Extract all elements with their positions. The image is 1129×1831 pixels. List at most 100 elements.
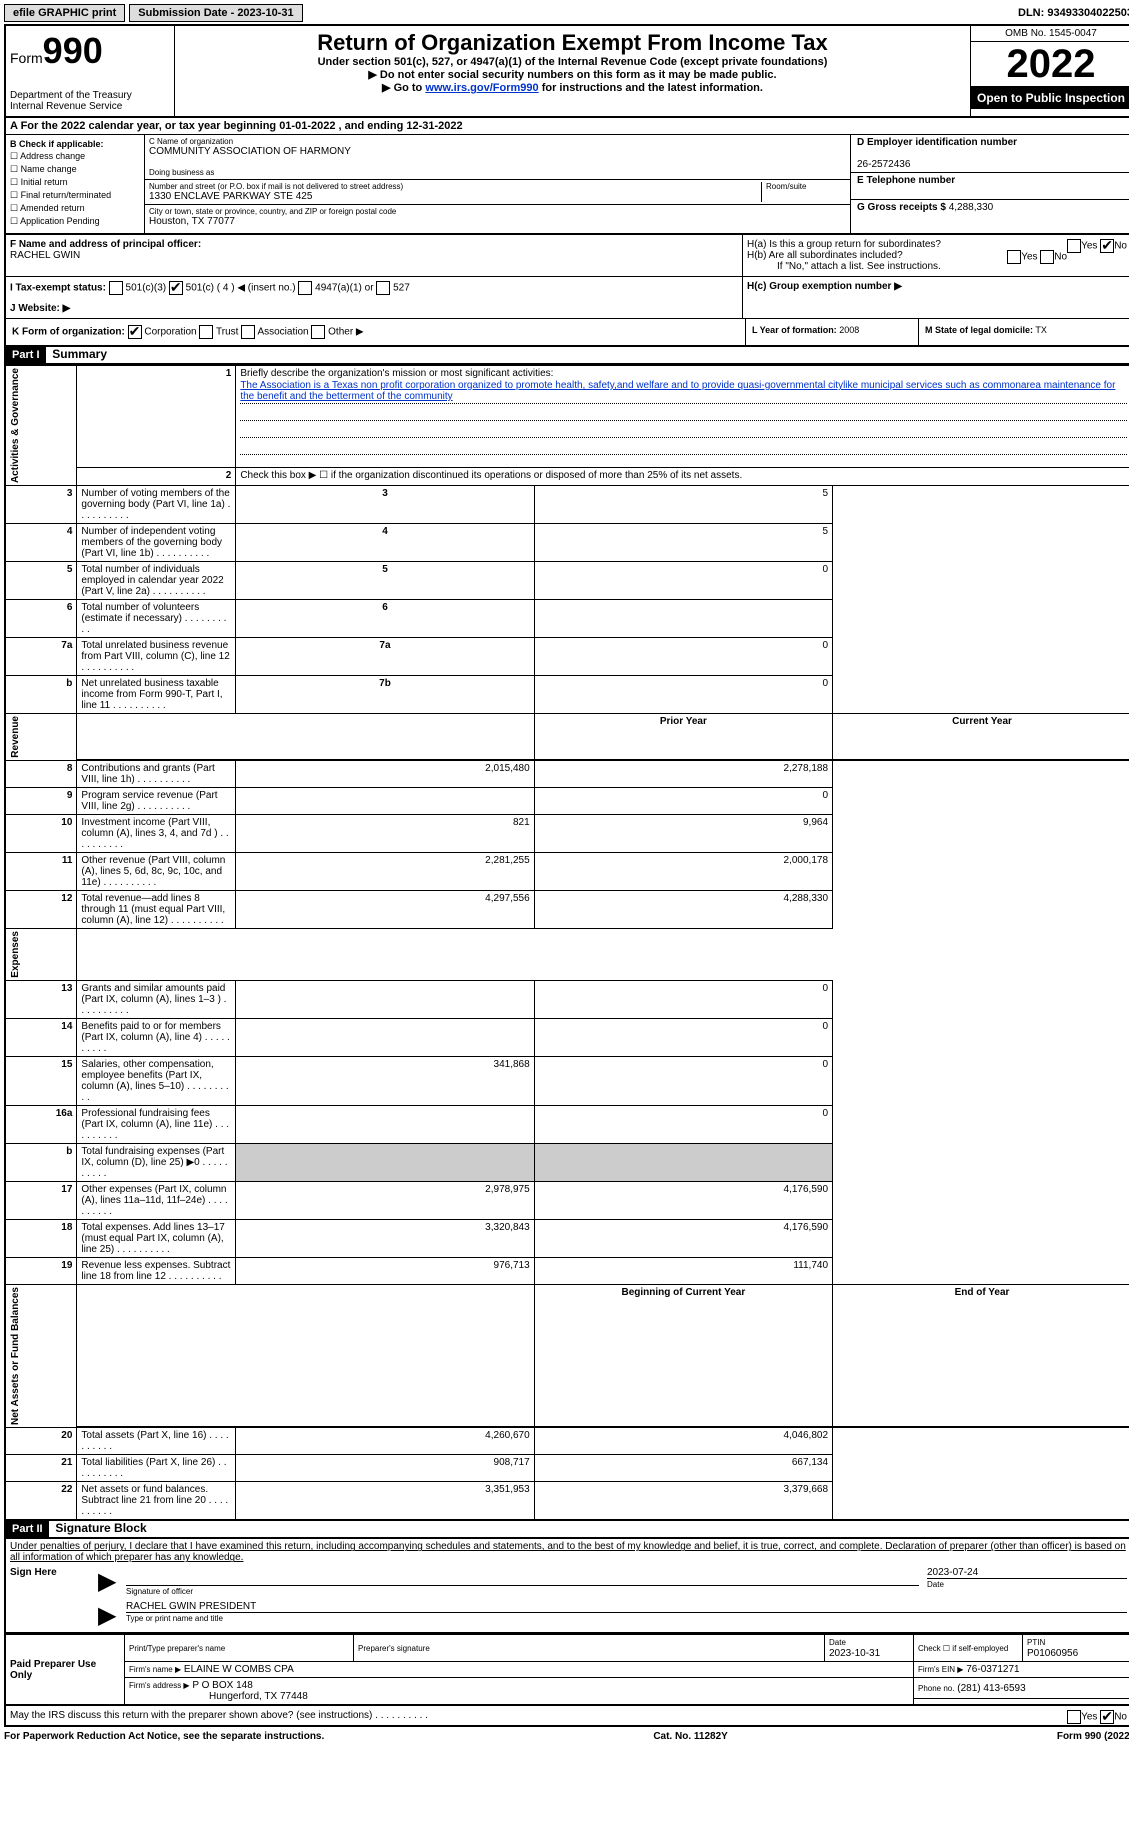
submission-btn[interactable]: Submission Date - 2023-10-31 — [129, 4, 302, 22]
arrow-icon: ▶ — [98, 1568, 116, 1595]
row-num: 16a — [5, 1105, 77, 1143]
j-lbl: J Website: ▶ — [10, 303, 70, 314]
b-check-item[interactable]: ☐ Final return/terminated — [10, 190, 140, 201]
prior: 4,260,670 — [236, 1427, 534, 1455]
row-text: Total expenses. Add lines 13–17 (must eq… — [77, 1219, 236, 1257]
hb-no[interactable] — [1040, 250, 1054, 264]
l1: Briefly describe the organization's miss… — [240, 368, 553, 379]
row-text: Number of voting members of the governin… — [77, 486, 236, 524]
row-text: Other expenses (Part IX, column (A), lin… — [77, 1181, 236, 1219]
i-4947[interactable] — [298, 281, 312, 295]
b-check-item[interactable]: ☐ Amended return — [10, 203, 140, 214]
col-beg: Beginning of Current Year — [534, 1284, 832, 1427]
summary-table: Activities & Governance 1 Briefly descri… — [4, 365, 1129, 1521]
k-assoc[interactable] — [241, 325, 255, 339]
row-num: 4 — [5, 524, 77, 562]
arrow-icon-2: ▶ — [98, 1602, 116, 1629]
url-link[interactable]: www.irs.gov/Form990 — [425, 82, 538, 94]
row-box: 3 — [236, 486, 534, 524]
row-text: Benefits paid to or for members (Part IX… — [77, 1018, 236, 1056]
subtitle: Under section 501(c), 527, or 4947(a)(1)… — [181, 56, 964, 68]
b-check-item[interactable]: ☐ Initial return — [10, 177, 140, 188]
dln: DLN: 93493304022503 — [1018, 7, 1129, 19]
gross: 4,288,330 — [949, 202, 994, 213]
row-val: 5 — [534, 524, 832, 562]
i-501c3[interactable] — [109, 281, 123, 295]
form-id: Form990 Department of the TreasuryIntern… — [6, 26, 175, 116]
efile-btn[interactable]: efile GRAPHIC print — [4, 4, 125, 22]
curr: 4,288,330 — [534, 891, 832, 929]
row-text: Other revenue (Part VIII, column (A), li… — [77, 853, 236, 891]
curr: 667,134 — [534, 1455, 832, 1482]
hc: H(c) Group exemption number ▶ — [747, 281, 902, 292]
curr: 0 — [534, 788, 832, 815]
paid-prep: Paid Preparer Use Only — [5, 1635, 125, 1706]
col-d: D Employer identification number26-25724… — [851, 135, 1129, 233]
discuss-no[interactable] — [1100, 1710, 1114, 1724]
c-name-lbl: C Name of organization — [149, 137, 846, 146]
sigoff-lbl: Signature of officer — [126, 1587, 193, 1596]
curr: 2,278,188 — [534, 760, 832, 788]
year-block: OMB No. 1545-0047 2022 Open to Public In… — [971, 26, 1129, 116]
box-i: I Tax-exempt status: 501(c)(3) 501(c) ( … — [6, 277, 743, 318]
box-k: K Form of organization: Corporation Trus… — [6, 319, 746, 345]
part1-title: Summary — [48, 345, 111, 363]
row-text: Total fundraising expenses (Part IX, col… — [77, 1143, 236, 1181]
row-box: 6 — [236, 600, 534, 638]
preparer-block: Paid Preparer Use Only Print/Type prepar… — [4, 1634, 1129, 1706]
title-block: Return of Organization Exempt From Incom… — [175, 26, 971, 116]
addr-lbl: Number and street (or P.O. box if mail i… — [149, 182, 761, 191]
officer: RACHEL GWIN — [10, 250, 80, 261]
mission: The Association is a Texas non profit co… — [240, 379, 1127, 404]
k-corp[interactable] — [128, 325, 142, 339]
row-text: Investment income (Part VIII, column (A)… — [77, 815, 236, 853]
row-num: 11 — [5, 853, 77, 891]
row-num: 22 — [5, 1482, 77, 1521]
row-num: 12 — [5, 891, 77, 929]
ij-row: I Tax-exempt status: 501(c)(3) 501(c) ( … — [4, 277, 1129, 319]
k-other[interactable] — [311, 325, 325, 339]
prior: 4,297,556 — [236, 891, 534, 929]
inspection: Open to Public Inspection — [971, 87, 1129, 109]
i-501c[interactable] — [169, 281, 183, 295]
top-box: Form990 Department of the TreasuryIntern… — [4, 24, 1129, 118]
row-text: Total unrelated business revenue from Pa… — [77, 638, 236, 676]
k-trust[interactable] — [199, 325, 213, 339]
row-num: 20 — [5, 1427, 77, 1455]
ha-no[interactable] — [1100, 239, 1114, 253]
col-curr: Current Year — [833, 714, 1129, 761]
row-a: A For the 2022 calendar year, or tax yea… — [4, 118, 1129, 135]
footer-right: Form 990 (2022) — [1057, 1731, 1129, 1742]
b-check-item[interactable]: ☐ Address change — [10, 151, 140, 162]
ha: H(a) Is this a group return for subordin… — [747, 239, 941, 250]
row-num: 13 — [5, 980, 77, 1018]
ha-yes[interactable] — [1067, 239, 1081, 253]
sig-name: RACHEL GWIN PRESIDENT — [126, 1601, 1127, 1613]
title: Return of Organization Exempt From Incom… — [181, 30, 964, 56]
b-check-item[interactable]: ☐ Name change — [10, 164, 140, 175]
row-text: Net assets or fund balances. Subtract li… — [77, 1482, 236, 1521]
curr: 0 — [534, 1056, 832, 1105]
box-h: H(a) Is this a group return for subordin… — [743, 235, 1129, 276]
discuss-yes[interactable] — [1067, 1710, 1081, 1724]
side-exp: Expenses — [10, 931, 21, 978]
dept: Department of the TreasuryInternal Reven… — [10, 90, 170, 112]
prior: 3,351,953 — [236, 1482, 534, 1521]
hb-yes[interactable] — [1007, 250, 1021, 264]
box-l: L Year of formation: 2008 — [746, 319, 919, 345]
i-527[interactable] — [376, 281, 390, 295]
b-check-item[interactable]: ☐ Application Pending — [10, 216, 140, 227]
row-num: b — [5, 676, 77, 714]
f-lbl: F Name and address of principal officer: — [10, 239, 201, 250]
curr: 4,176,590 — [534, 1181, 832, 1219]
prior — [236, 1018, 534, 1056]
prior — [236, 980, 534, 1018]
side-net: Net Assets or Fund Balances — [10, 1287, 21, 1425]
row-num: 3 — [5, 486, 77, 524]
side-rev: Revenue — [10, 716, 21, 758]
row-num: 8 — [5, 760, 77, 788]
col-b: B Check if applicable: ☐ Address change☐… — [6, 135, 145, 233]
prior — [236, 788, 534, 815]
date-lbl: Date — [927, 1580, 944, 1589]
room-lbl: Room/suite — [761, 182, 846, 202]
